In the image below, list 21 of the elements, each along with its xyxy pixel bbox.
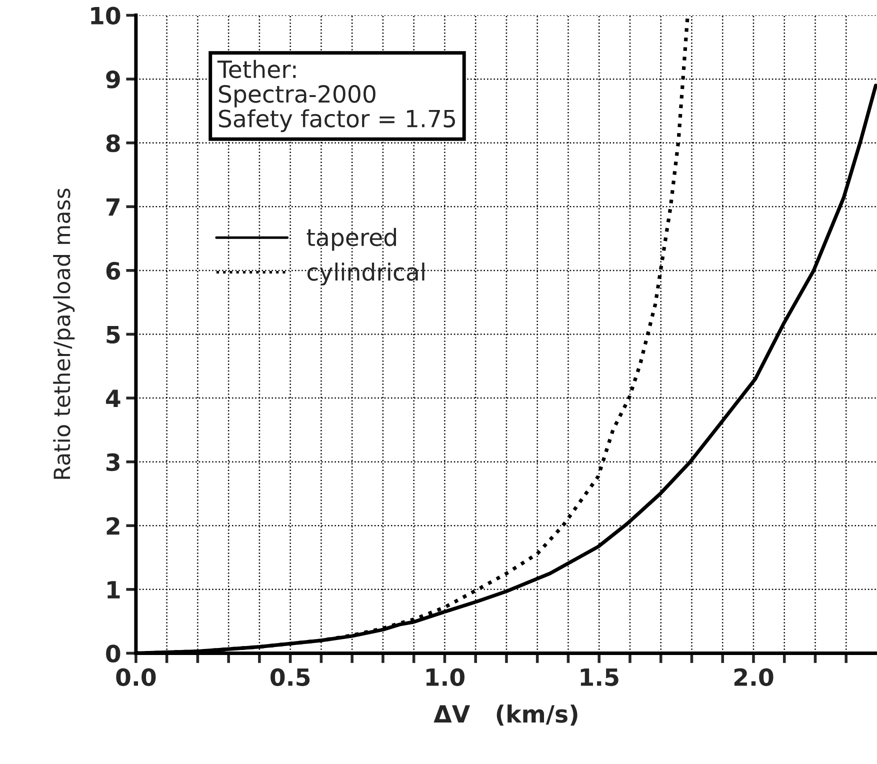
legend-label: cylindrical (307, 262, 424, 286)
y-tick-label: 2 (106, 517, 120, 535)
y-tick-label: 1 (108, 581, 120, 598)
y-tick-label: 4 (106, 390, 120, 408)
y-tick-label: 5 (106, 326, 120, 344)
y-tick-label: 6 (106, 262, 120, 280)
y-tick-label: 0 (106, 644, 120, 663)
x-tick-label: 0.0 (116, 668, 156, 686)
x-tick-label: 1.0 (426, 668, 464, 686)
y-tick-label: 3 (106, 453, 120, 472)
y-tick-label: 10 (91, 6, 120, 25)
x-axis-title: ΔV (km/s) (434, 704, 578, 726)
x-tick-label: 1.5 (580, 668, 618, 686)
y-tick-label: 8 (106, 134, 120, 152)
y-axis-title: Ratio tether/payload mass (53, 188, 75, 479)
x-tick-label: 0.5 (270, 668, 310, 686)
y-tick-label: 7 (106, 198, 120, 216)
annotation: Tether: Spectra-2000 Safety factor = 1.75 (217, 60, 455, 132)
y-tick-label: 9 (106, 70, 120, 88)
legend-label: tapered (306, 228, 396, 251)
x-tick-label: 2.0 (734, 668, 774, 686)
